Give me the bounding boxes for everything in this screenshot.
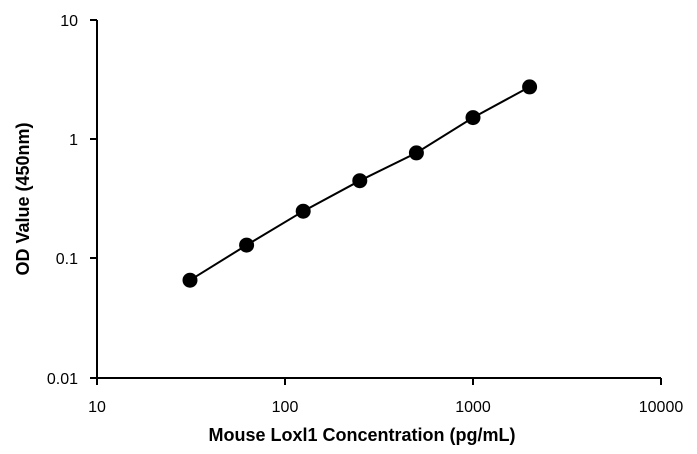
data-point (352, 173, 368, 189)
data-point (408, 145, 424, 161)
data-point (182, 272, 198, 288)
x-axis-title: Mouse Loxl1 Concentration (pg/mL) (208, 425, 515, 445)
y-tick-label: 0.01 (47, 371, 78, 388)
x-tick-label: 1000 (455, 399, 491, 416)
x-tick-label: 10000 (639, 399, 684, 416)
plot-area (182, 79, 538, 288)
y-tick-label: 0.1 (56, 251, 78, 268)
x-axis: 10 100 1000 10000 Mouse Loxl1 Concentrat… (88, 377, 684, 445)
x-tick-label: 100 (272, 399, 299, 416)
y-tick-label: 10 (60, 13, 78, 30)
y-axis: 10 1 0.1 0.01 OD Value (450nm) (13, 13, 98, 388)
data-point (239, 237, 255, 253)
data-point (522, 79, 538, 95)
y-tick-label: 1 (69, 132, 78, 149)
data-point (465, 110, 481, 126)
y-axis-title: OD Value (450nm) (13, 122, 33, 275)
x-tick-label: 10 (88, 399, 106, 416)
data-point (295, 203, 311, 219)
